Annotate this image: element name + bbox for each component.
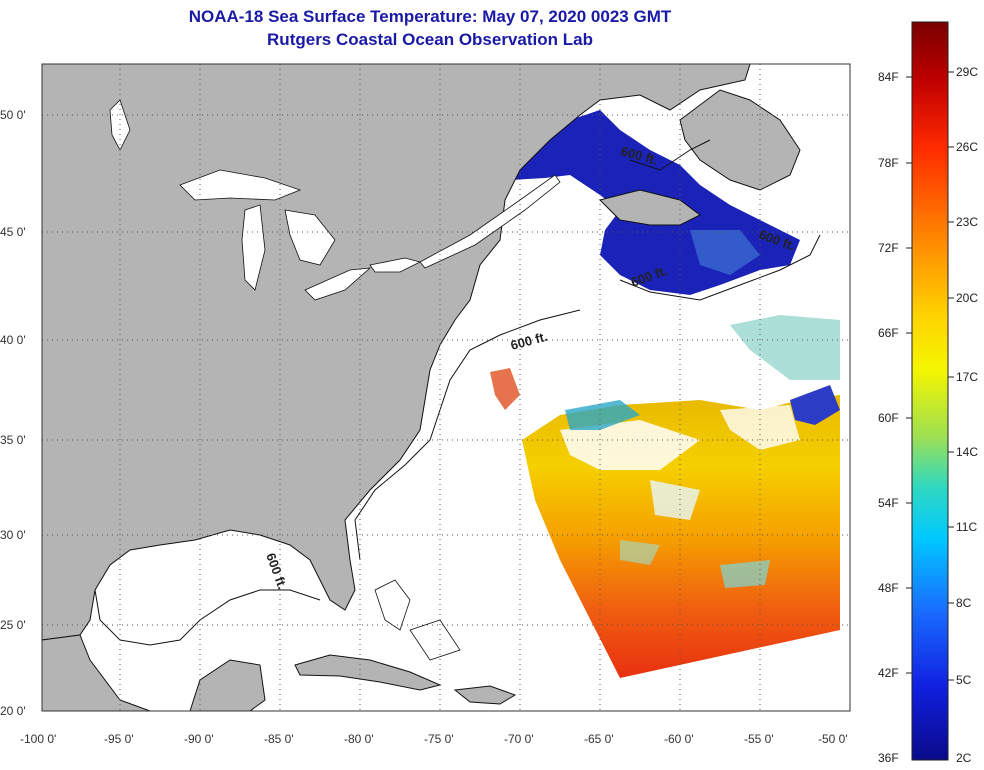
celsius-label: 8C <box>956 596 972 610</box>
cloud-patch <box>560 420 700 470</box>
land-newfoundland <box>679 89 801 191</box>
fahrenheit-label: 60F <box>878 411 899 425</box>
depth-contour-600ft <box>354 309 581 561</box>
st-lawrence-river <box>419 174 561 269</box>
land-cuba <box>294 654 442 691</box>
fahrenheit-label: 48F <box>878 581 899 595</box>
celsius-label: 2C <box>956 751 972 765</box>
lon-tick-label: -80 0' <box>344 732 374 746</box>
land-hispaniola <box>453 685 517 705</box>
lake-erie <box>304 267 372 301</box>
lon-tick-label: -95 0' <box>104 732 134 746</box>
depth-contour-600ft <box>619 234 821 301</box>
fahrenheit-label: 84F <box>878 70 899 84</box>
latitude-axis: 50 0' 45 0' 40 0' 35 0' 30 0' 25 0' 20 0… <box>0 108 26 718</box>
celsius-scale: 29C 26C 23C 20C 17C 14C 11C 8C 5C 2C <box>956 65 978 765</box>
map-title: NOAA-18 Sea Surface Temperature: May 07,… <box>188 7 672 26</box>
sst-patch-cold <box>790 385 840 425</box>
fahrenheit-label: 72F <box>878 241 899 255</box>
lon-tick-label: -65 0' <box>584 732 614 746</box>
cloud-patch <box>720 405 800 450</box>
temperature-colorbar: 84F 78F 72F 66F 60F 54F 48F 42F 36F 29C … <box>878 21 978 765</box>
lon-tick-label: -90 0' <box>184 732 214 746</box>
sst-patch-warm-gulfstream <box>490 368 520 410</box>
sst-patch-cool <box>565 400 640 430</box>
land-nova-scotia <box>599 189 701 226</box>
map-subtitle: Rutgers Coastal Ocean Observation Lab <box>267 30 593 49</box>
map-frame <box>41 63 851 712</box>
land-yucatan <box>189 659 266 711</box>
sst-patch-cool <box>730 315 840 380</box>
celsius-label: 29C <box>956 65 978 79</box>
fahrenheit-scale: 84F 78F 72F 66F 60F 54F 48F 42F 36F <box>878 70 899 765</box>
lat-tick-label: 30 0' <box>0 528 26 542</box>
celsius-label: 20C <box>956 291 978 305</box>
longitude-axis: -100 0' -95 0' -90 0' -85 0' -80 0' -75 … <box>20 732 848 746</box>
lon-tick-label: -60 0' <box>664 732 694 746</box>
lat-tick-label: 40 0' <box>0 333 26 347</box>
celsius-label: 5C <box>956 673 972 687</box>
lon-tick-label: -50 0' <box>818 732 848 746</box>
lon-tick-label: -75 0' <box>424 732 454 746</box>
lat-tick-label: 50 0' <box>0 108 26 122</box>
lat-tick-label: 35 0' <box>0 433 26 447</box>
fahrenheit-label: 36F <box>878 751 899 765</box>
bahamas-banks <box>409 619 461 661</box>
lake-huron <box>284 209 336 266</box>
sst-map: 600 ft. 600 ft. 600 ft. 600 ft. 600 ft. … <box>0 63 851 746</box>
lon-tick-label: -85 0' <box>264 732 294 746</box>
lat-tick-label: 45 0' <box>0 225 26 239</box>
celsius-label: 17C <box>956 370 978 384</box>
cloud-patch <box>620 540 660 565</box>
fahrenheit-label: 42F <box>878 666 899 680</box>
land-north-america <box>42 64 751 641</box>
lake-michigan <box>241 204 266 291</box>
cloud-patch <box>720 560 770 588</box>
cloud-patch <box>650 480 700 520</box>
depth-contour-600ft <box>94 589 321 646</box>
lon-tick-label: -100 0' <box>20 732 56 746</box>
lake-ontario <box>369 257 422 273</box>
celsius-label: 11C <box>956 520 977 534</box>
land-mexico <box>42 634 151 711</box>
fahrenheit-label: 54F <box>878 496 899 510</box>
celsius-label: 23C <box>956 215 978 229</box>
bahamas-banks <box>374 579 411 631</box>
depth-contour-600ft <box>629 139 711 171</box>
sst-cold-patch <box>690 230 760 275</box>
lon-tick-label: -55 0' <box>744 732 774 746</box>
fahrenheit-label: 66F <box>878 326 899 340</box>
celsius-label: 26C <box>956 140 978 154</box>
celsius-label: 14C <box>956 445 978 459</box>
lon-tick-label: -70 0' <box>504 732 534 746</box>
colorbar-gradient <box>911 21 949 761</box>
lat-tick-label: 25 0' <box>0 618 26 632</box>
fahrenheit-label: 78F <box>878 156 899 170</box>
lake-superior <box>179 169 302 201</box>
lat-tick-label: 20 0' <box>0 704 26 718</box>
